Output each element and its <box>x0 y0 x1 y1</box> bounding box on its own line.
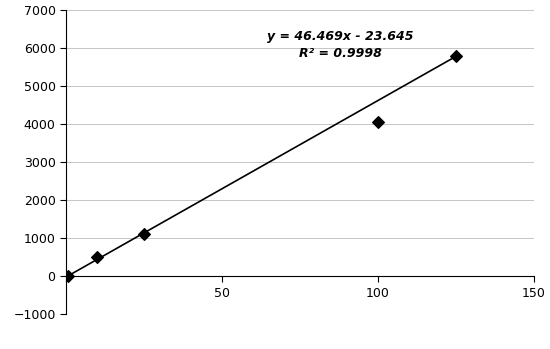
Text: R² = 0.9998: R² = 0.9998 <box>299 47 382 60</box>
Point <box>140 232 148 237</box>
Point <box>63 273 72 279</box>
Point <box>451 53 460 59</box>
Point <box>93 254 102 260</box>
Text: y = 46.469x - 23.645: y = 46.469x - 23.645 <box>267 30 414 43</box>
Point <box>373 120 382 125</box>
